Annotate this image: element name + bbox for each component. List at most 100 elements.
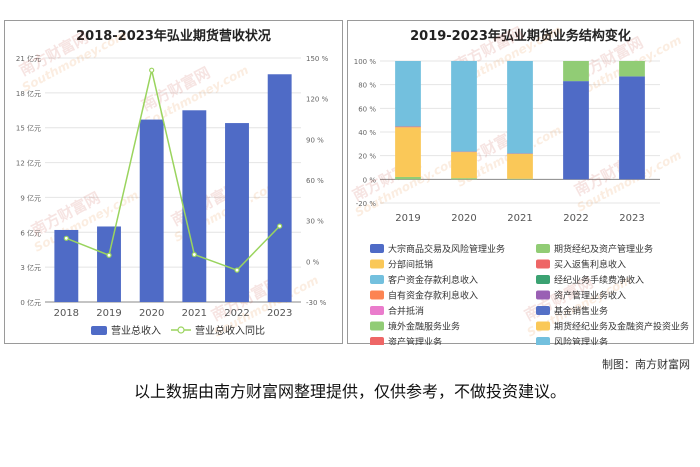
right-tick-label: 60 %	[306, 177, 324, 185]
left-tick-label: 9 亿元	[20, 193, 41, 202]
legend-marker-yoy	[177, 326, 185, 334]
left-tick-label: 18 亿元	[16, 89, 41, 98]
chart-credit: 制图：南方财富网	[602, 358, 690, 371]
revenue-bar	[225, 123, 249, 302]
left-tick-label: 15 亿元	[16, 124, 41, 133]
legend-swatch	[536, 290, 550, 300]
revenue-chart-title: 2018-2023年弘业期货营收状况	[76, 29, 271, 44]
right-tick-label: 150 %	[306, 55, 329, 63]
legend-swatch	[536, 259, 550, 269]
revenue-bar	[54, 229, 79, 302]
legend-label-yoy: 营业总收入同比	[195, 324, 265, 337]
stacked-bar-segment	[451, 61, 477, 152]
y-tick-label: 20 %	[358, 153, 376, 161]
legend-swatch	[536, 337, 550, 345]
legend-swatch	[370, 259, 384, 269]
right-tick-label: -30 %	[306, 299, 327, 307]
legend-label: 合并抵消	[388, 305, 424, 317]
legend-label: 基金销售业务	[554, 305, 608, 317]
legend-label: 经纪业务手续费净收入	[554, 274, 644, 286]
legend-swatch-revenue	[91, 326, 107, 335]
x-tick-label: 2023	[267, 308, 292, 319]
y-tick-label: 40 %	[358, 129, 376, 137]
legend-swatch	[370, 337, 384, 345]
left-tick-label: 21 亿元	[16, 54, 41, 63]
y-tick-label: 100 %	[354, 58, 377, 66]
right-tick-label: 30 %	[306, 218, 324, 226]
legend-label: 境外金融服务业务	[388, 321, 460, 333]
left-tick-label: 12 亿元	[16, 159, 41, 168]
x-tick-label: 2022	[563, 213, 588, 224]
legend-swatch	[536, 244, 550, 253]
yoy-growth-point	[149, 67, 155, 73]
x-tick-label: 2021	[507, 213, 532, 224]
left-tick-label: 3 亿元	[20, 263, 41, 272]
legend-swatch	[370, 244, 384, 253]
yoy-growth-point	[63, 235, 69, 241]
legend-swatch	[370, 290, 384, 300]
legend-swatch	[370, 306, 384, 315]
yoy-growth-point	[277, 223, 283, 229]
yoy-growth-point	[106, 252, 112, 258]
stacked-bar-segment	[451, 152, 477, 179]
legend-label-revenue: 营业总收入	[111, 324, 161, 337]
y-tick-label: 0 %	[363, 176, 377, 184]
legend-label: 分部间抵销	[388, 259, 433, 271]
stacked-bar-segment	[507, 61, 533, 154]
stacked-bar-segment	[563, 81, 589, 180]
yoy-growth-point	[191, 251, 197, 258]
legend-label: 买入返售利息收入	[554, 259, 626, 271]
stacked-bar-segment	[395, 127, 421, 177]
yoy-growth-line	[66, 70, 281, 272]
structure-chart: -20 %0 %20 %40 %60 %80 %100 % 南方财富网Southm…	[349, 23, 689, 345]
stacked-bar-segment	[619, 61, 645, 77]
left-tick-label: 0 亿元	[20, 298, 41, 307]
x-tick-label: 2020	[139, 308, 164, 319]
legend-swatch	[370, 275, 384, 284]
stacked-bar-segment	[619, 76, 645, 180]
x-tick-label: 2019	[96, 308, 121, 319]
legend-swatch	[536, 306, 550, 315]
right-tick-label: 0 %	[306, 258, 320, 266]
structure-chart-title: 2019-2023年弘业期货业务结构变化	[410, 29, 631, 44]
x-tick-label: 2021	[182, 308, 207, 319]
legend-swatch	[370, 321, 384, 331]
legend-label: 期货经纪及资产管理业务	[554, 243, 653, 255]
right-tick-label: 120 %	[306, 96, 329, 104]
right-tick-label: 90 %	[306, 136, 324, 144]
stacked-bar-segment	[395, 176, 421, 180]
legend-label: 客户资金存款利息收入	[388, 274, 478, 286]
stacked-bar-segment	[563, 61, 589, 82]
legend-label: 大宗商品交易及风险管理业务	[388, 243, 505, 255]
legend-swatch	[536, 275, 550, 284]
revenue-chart-panel: 2018-2023年弘业期货营收状况 0 亿元 3 亿元 6 亿元 9 亿元 12 亿元…	[4, 20, 343, 344]
y-tick-label: -20 %	[356, 200, 377, 208]
legend-swatch	[536, 321, 550, 331]
yoy-growth-point	[234, 267, 240, 273]
y-tick-label: 60 %	[358, 105, 376, 113]
legend-label: 资产管理业务收入	[554, 290, 626, 302]
legend-label: 风险管理业务	[554, 336, 608, 345]
structure-chart-panel: 2019-2023年弘业期货业务结构变化 -20 % 0 % 20 % 40 % 60 …	[347, 20, 694, 345]
revenue-bar	[267, 74, 292, 302]
revenue-bar	[182, 110, 207, 303]
x-tick-label: 2022	[224, 308, 249, 319]
legend-label: 自有资金存款利息收入	[388, 290, 478, 302]
revenue-bar	[97, 226, 121, 302]
legend-label: 资产管理业务	[388, 336, 442, 345]
stacked-bar-segment	[395, 61, 421, 127]
disclaimer-text: 以上数据由南方财富网整理提供，仅供参考，不做投资建议。	[133, 382, 566, 401]
left-tick-label: 6 亿元	[20, 228, 41, 237]
x-tick-label: 2020	[451, 213, 476, 224]
x-tick-label: 2019	[395, 213, 420, 224]
stacked-bar-segment	[507, 153, 533, 179]
revenue-bar	[139, 119, 164, 302]
x-tick-label: 2018	[54, 308, 79, 319]
stacked-bar-segment	[507, 178, 533, 180]
x-tick-label: 2023	[619, 213, 644, 224]
legend-label: 期货经纪业务及金融资产投资业务	[554, 321, 689, 333]
stacked-bar-segment	[451, 178, 477, 180]
y-tick-label: 80 %	[358, 82, 376, 90]
stacked-bar-segment	[395, 126, 421, 128]
